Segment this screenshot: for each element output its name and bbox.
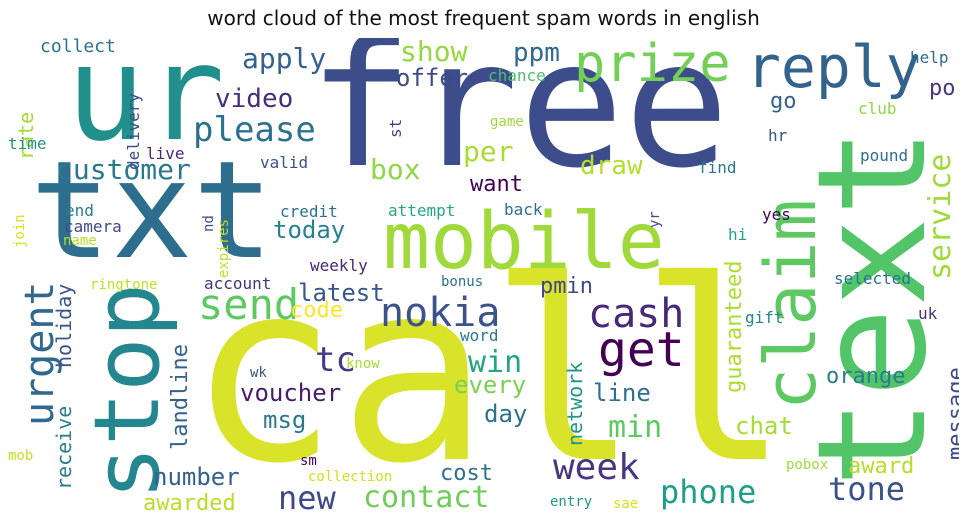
cloud-word-sae: sae [613, 496, 639, 512]
cloud-word-yr: yr [647, 211, 663, 228]
cloud-word-receive: receive [52, 405, 76, 490]
cloud-word-number: number [153, 463, 240, 491]
cloud-word-gift: gift [745, 308, 784, 327]
cloud-word-name: name [63, 233, 97, 249]
cloud-word-want: want [470, 172, 523, 197]
cloud-word-today: today [273, 216, 346, 244]
cloud-word-apply: apply [242, 42, 327, 75]
cloud-word-holiday: holiday [52, 283, 76, 368]
cloud-word-cost: cost [440, 461, 493, 486]
cloud-word-every: every [454, 371, 527, 399]
cloud-word-live: live [146, 144, 185, 163]
cloud-word-per: per [463, 135, 514, 168]
cloud-word-valid: valid [260, 153, 309, 172]
cloud-word-ur: ur [66, 38, 225, 171]
cloud-word-day: day [484, 400, 528, 428]
cloud-word-show: show [400, 38, 468, 68]
cloud-word-offer: offer [396, 64, 469, 92]
cloud-word-tone: tone [828, 470, 906, 508]
cloud-word-txt: txt [30, 132, 274, 289]
cloud-word-collection: collection [308, 469, 393, 485]
cloud-word-customer: customer [56, 153, 191, 186]
cloud-word-camera: camera [64, 217, 122, 236]
cloud-word-contact: contact [363, 480, 490, 515]
cloud-word-back: back [504, 200, 543, 219]
cloud-word-game: game [490, 114, 524, 130]
cloud-word-expires: expires [216, 218, 232, 278]
cloud-word-network: network [563, 361, 587, 446]
cloud-word-phone: phone [660, 473, 757, 511]
cloud-word-know: know [346, 356, 380, 372]
cloud-word-reply: reply [746, 38, 921, 101]
cloud-word-credit: credit [280, 202, 338, 221]
cloud-word-sm: sm [300, 453, 317, 469]
cloud-word-line: line [593, 379, 651, 407]
cloud-word-guaranteed: guaranteed [722, 260, 747, 393]
cloud-word-code: code [290, 298, 343, 323]
cloud-word-free: free [308, 38, 730, 207]
cloud-word-win: win [468, 345, 523, 380]
cloud-word-min: min [608, 410, 663, 445]
cloud-word-orange: orange [826, 364, 906, 389]
cloud-word-attempt: attempt [388, 201, 456, 220]
cloud-word-video: video [215, 84, 294, 114]
cloud-word-hr: hr [768, 126, 788, 145]
cloud-word-yes: yes [762, 205, 791, 224]
cloud-word-msg: msg [263, 406, 307, 434]
cloud-word-entry: entry [550, 494, 593, 510]
cloud-word-ringtone: ringtone [90, 277, 158, 293]
cloud-word-cash: cash [588, 291, 685, 337]
cloud-word-st: st [386, 118, 405, 138]
cloud-word-awarded: awarded [143, 491, 236, 516]
cloud-word-box: box [370, 153, 421, 186]
cloud-word-account: account [204, 274, 272, 293]
cloud-word-award: award [848, 454, 915, 479]
cloud-word-latest: latest [298, 279, 385, 307]
cloud-word-collect: collect [40, 38, 116, 57]
cloud-word-nd: nd [201, 215, 217, 232]
cloud-word-voucher: voucher [240, 379, 342, 407]
cloud-word-pmin: pmin [540, 274, 593, 299]
cloud-word-landline: landline [168, 344, 193, 450]
chart-title: word cloud of the most frequent spam wor… [207, 6, 760, 30]
cloud-word-message: message [944, 367, 959, 460]
cloud-word-uk: uk [918, 304, 938, 323]
cloud-word-prize: prize [574, 38, 731, 94]
cloud-word-club: club [858, 99, 897, 118]
cloud-word-po: po [929, 76, 956, 101]
cloud-word-service: service [923, 153, 958, 280]
cloud-word-call: call [188, 227, 791, 518]
cloud-word-mob: mob [8, 448, 34, 464]
cloud-word-chat: chat [735, 412, 793, 440]
cloud-word-pobox: pobox [786, 457, 829, 473]
cloud-word-delivery: delivery [124, 92, 143, 170]
cloud-word-draw: draw [580, 151, 643, 181]
cloud-word-week: week [553, 447, 640, 488]
cloud-word-wk: wk [250, 365, 267, 381]
cloud-word-find: find [698, 158, 737, 177]
cloud-word-chance: chance [488, 66, 546, 85]
cloud-word-new: new [278, 479, 336, 517]
cloud-word-pound: pound [860, 146, 909, 165]
cloud-word-send: send [198, 280, 300, 329]
cloud-word-help: help [910, 48, 949, 67]
cloud-word-hi: hi [728, 225, 748, 244]
word-cloud: call free txt ur text mobile stop claim reply pri… [8, 38, 959, 524]
cloud-word-word: word [460, 326, 499, 345]
cloud-word-weekly: weekly [310, 256, 368, 275]
cloud-word-ppm: ppm [513, 38, 560, 68]
cloud-word-get: get [598, 322, 685, 378]
cloud-word-please: please [193, 110, 316, 150]
cloud-word-mobile: mobile [383, 197, 665, 287]
cloud-word-join: join [12, 214, 28, 248]
cloud-word-end: end [65, 201, 94, 220]
cloud-word-claim: claim [750, 199, 832, 410]
cloud-word-bonus: bonus [441, 274, 484, 290]
cloud-word-go: go [770, 89, 797, 114]
cloud-word-nokia: nokia [380, 290, 501, 336]
cloud-word-time: time [8, 134, 47, 153]
cloud-word-tc: tc [315, 340, 356, 380]
cloud-word-selected: selected [834, 269, 912, 288]
